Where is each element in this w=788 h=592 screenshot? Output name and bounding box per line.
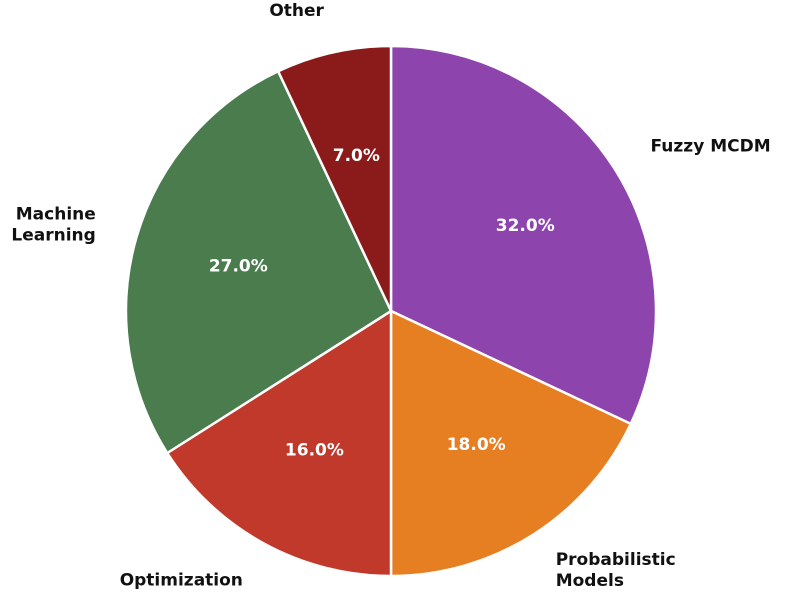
pie-slice-fuzzy-mcdm xyxy=(389,44,658,426)
pct-label-probabilistic-models: 18.0% xyxy=(447,435,506,455)
pie-slice-other xyxy=(276,44,393,313)
category-label-optimization: Optimization xyxy=(120,570,243,590)
category-label-machine-learning: Machine Learning xyxy=(11,205,95,246)
pct-label-fuzzy-mcdm: 32.0% xyxy=(496,216,555,236)
pct-label-machine-learning: 27.0% xyxy=(209,257,268,277)
category-label-other: Other xyxy=(269,1,324,21)
pct-label-other: 7.0% xyxy=(333,146,380,166)
pie-slice-optimization xyxy=(166,309,393,578)
pie-slice-machine-learning xyxy=(124,69,393,455)
category-label-probabilistic-models: Probabilistic Models xyxy=(556,550,676,591)
pct-label-optimization: 16.0% xyxy=(285,440,344,460)
pie-slice-probabilistic-models xyxy=(389,309,633,578)
category-label-fuzzy-mcdm: Fuzzy MCDM xyxy=(651,136,771,156)
